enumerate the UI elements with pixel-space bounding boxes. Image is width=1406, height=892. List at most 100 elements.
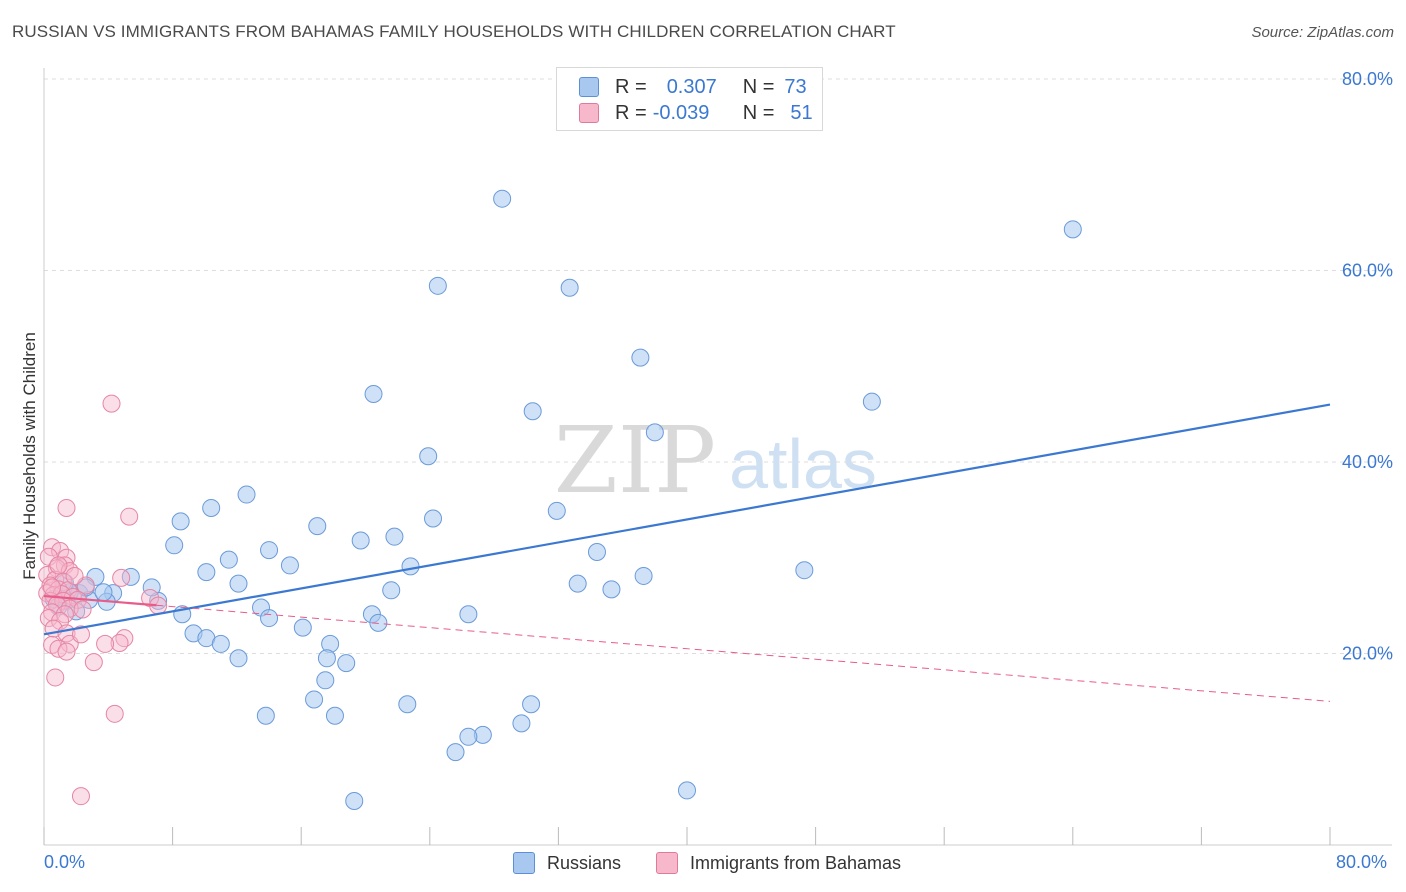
russian-point [317, 649, 336, 668]
russian-point [256, 706, 275, 725]
russian-point [602, 580, 621, 599]
russian-point [424, 509, 443, 528]
russian-point [459, 727, 478, 746]
correlation-legend: R = 0.307 N = 73 R = -0.039 N = 51 [556, 67, 823, 131]
russian-point [211, 634, 230, 653]
grid-lines [44, 78, 1392, 654]
y-tick-label: 40.0% [1342, 452, 1393, 472]
watermark-zip: ZIP [554, 407, 716, 514]
russian-point [165, 536, 184, 555]
bahamas-point [120, 507, 139, 526]
source-label: Source: ZipAtlas.com [1251, 24, 1394, 41]
russian-point [382, 581, 401, 600]
bahamas-point [65, 566, 84, 585]
legend-row-bahamas: R = -0.039 N = 51 [579, 101, 813, 125]
bahamas-point [60, 562, 79, 581]
russian-point [428, 276, 447, 295]
axes [43, 68, 1392, 846]
russian-point [1063, 220, 1082, 239]
legend-item-russians[interactable]: Russians [513, 852, 621, 874]
bahamas-point [71, 787, 90, 806]
r-label: R = [615, 75, 647, 98]
russian-point [522, 695, 541, 714]
legend-swatch-russians [579, 77, 599, 97]
russian-point [547, 501, 566, 520]
y-tick-labels: 20.0% 40.0% 60.0% 80.0% [1342, 69, 1393, 664]
legend-swatch-bahamas [656, 852, 678, 874]
bahamas-point [96, 634, 115, 653]
r-value: -0.039 [652, 101, 710, 124]
russian-point [446, 743, 465, 762]
legend-item-bahamas[interactable]: Immigrants from Bahamas [656, 852, 901, 874]
russian-point [293, 618, 312, 637]
russian-point [634, 566, 653, 585]
russian-point [560, 278, 579, 297]
russian-point [568, 574, 587, 593]
legend-swatch-bahamas [579, 103, 599, 123]
r-label: R = [615, 101, 647, 124]
n-label: N = [742, 75, 775, 98]
russian-point [305, 690, 324, 709]
russian-point [94, 583, 113, 602]
bahamas-point [49, 556, 68, 575]
russian-point [197, 563, 216, 582]
bahamas-point [46, 668, 65, 687]
russian-point [523, 402, 542, 421]
trend-lines [43, 403, 1331, 702]
bahamas-point [57, 642, 76, 661]
russian-point [351, 531, 370, 550]
watermark-atlas: atlas [729, 425, 877, 503]
n-label: N = [742, 101, 775, 124]
n-value: 51 [790, 101, 813, 124]
russian-point [171, 512, 190, 531]
data-points [38, 189, 1082, 810]
bahamas-trend-line-dashed [156, 604, 1331, 702]
russian-point [385, 527, 404, 546]
russian-point [325, 706, 344, 725]
bahamas-point [60, 599, 79, 618]
x-tick-min: 0.0% [44, 852, 86, 872]
russian-point [678, 781, 696, 800]
legend-row-russians: R = 0.307 N = 73 [579, 75, 807, 99]
y-tick-label: 60.0% [1342, 261, 1393, 281]
bahamas-point [43, 578, 62, 597]
bahamas-point [51, 542, 70, 561]
legend-label-russians: Russians [547, 852, 622, 873]
legend-label-bahamas: Immigrants from Bahamas [690, 852, 902, 873]
legend-swatch-russians [513, 852, 535, 874]
russian-point [260, 541, 279, 560]
russian-point [308, 517, 327, 536]
russian-point [229, 649, 248, 668]
bahamas-point [105, 704, 124, 723]
bahamas-point [39, 609, 58, 628]
russian-point [369, 613, 388, 632]
russian-point [280, 556, 299, 575]
russian-point [419, 447, 438, 466]
russian-point [237, 485, 256, 504]
russian-point [512, 714, 531, 733]
n-value: 73 [784, 75, 807, 98]
russian-point [587, 543, 606, 562]
russian-point [364, 385, 383, 404]
bahamas-point [57, 498, 76, 517]
russian-point [260, 609, 279, 628]
r-value: 0.307 [666, 75, 717, 98]
russian-point [345, 791, 364, 810]
bahamas-trend-line-solid [43, 594, 157, 607]
russian-point [121, 567, 140, 586]
y-tick-label: 80.0% [1342, 69, 1393, 89]
russian-point [493, 189, 512, 208]
bahamas-point [110, 633, 129, 652]
russian-point [316, 671, 335, 690]
x-tick-max: 80.0% [1336, 852, 1388, 872]
russian-point [398, 695, 417, 714]
russians-trend-line [43, 403, 1331, 636]
russian-point [202, 498, 221, 517]
russian-point [401, 557, 420, 576]
russian-point [459, 605, 478, 624]
russian-point [219, 550, 238, 569]
chart-title: RUSSIAN VS IMMIGRANTS FROM BAHAMAS FAMIL… [12, 22, 896, 41]
russian-point [337, 654, 356, 673]
bahamas-point [71, 625, 90, 644]
